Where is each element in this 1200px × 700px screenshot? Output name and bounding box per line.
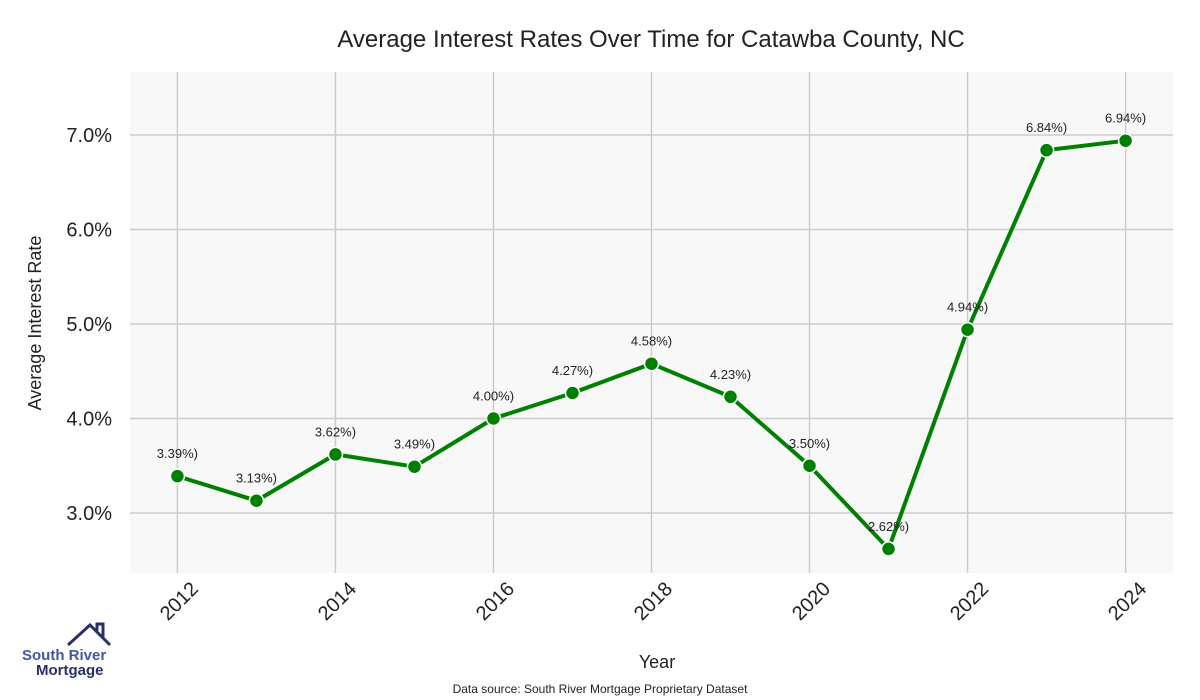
logo-line2: Mortgage	[36, 662, 104, 679]
data-point	[880, 541, 897, 557]
y-axis-label: Average Interest Rate	[25, 236, 45, 411]
data-point	[564, 385, 581, 401]
data-point	[1038, 142, 1055, 158]
data-point	[169, 468, 186, 484]
data-point	[248, 492, 265, 509]
data-label: 3.50%)	[789, 436, 830, 451]
data-point	[406, 458, 423, 475]
data-source-note: Data source: South River Mortgage Propri…	[453, 682, 748, 696]
data-label: 4.27%)	[552, 363, 593, 378]
data-point	[959, 321, 976, 338]
data-point	[643, 355, 660, 372]
x-tick-label: 2024	[1104, 578, 1151, 625]
house-icon	[66, 622, 112, 647]
data-label: 4.23%)	[710, 367, 751, 382]
data-label: 4.00%)	[473, 389, 514, 404]
y-tick-label: 5.0%	[66, 314, 112, 336]
x-tick-label: 2016	[472, 578, 519, 625]
south-river-logo: South River Mortgage	[22, 622, 112, 679]
logo-line1: South River	[22, 647, 106, 664]
data-point	[327, 446, 344, 463]
data-label: 4.58%)	[631, 334, 672, 349]
x-tick-label: 2020	[788, 578, 835, 625]
data-label: 3.13%)	[236, 471, 277, 486]
data-label: 6.84%)	[1026, 120, 1067, 135]
y-tick-label: 6.0%	[66, 220, 112, 242]
data-point	[1117, 132, 1134, 149]
data-label: 4.94%)	[947, 300, 988, 315]
data-label: 3.49%)	[394, 437, 435, 452]
data-label: 3.39%)	[157, 446, 198, 461]
y-tick-label: 4.0%	[66, 409, 112, 431]
data-point	[801, 458, 818, 474]
chart-title: Average Interest Rates Over Time for Cat…	[337, 26, 964, 53]
x-tick-label: 2018	[630, 578, 677, 625]
y-tick-label: 7.0%	[66, 125, 112, 147]
x-tick-label: 2012	[156, 578, 203, 625]
x-tick-label: 2022	[946, 578, 993, 625]
x-tick-label: 2014	[314, 578, 361, 625]
data-label: 3.62%)	[315, 424, 356, 439]
data-label: 2.62%)	[868, 519, 909, 534]
data-point	[485, 410, 502, 427]
y-tick-label: 3.0%	[66, 503, 112, 525]
x-axis-label: Year	[639, 652, 675, 672]
data-label: 6.94%)	[1105, 111, 1146, 126]
data-point	[722, 389, 739, 405]
